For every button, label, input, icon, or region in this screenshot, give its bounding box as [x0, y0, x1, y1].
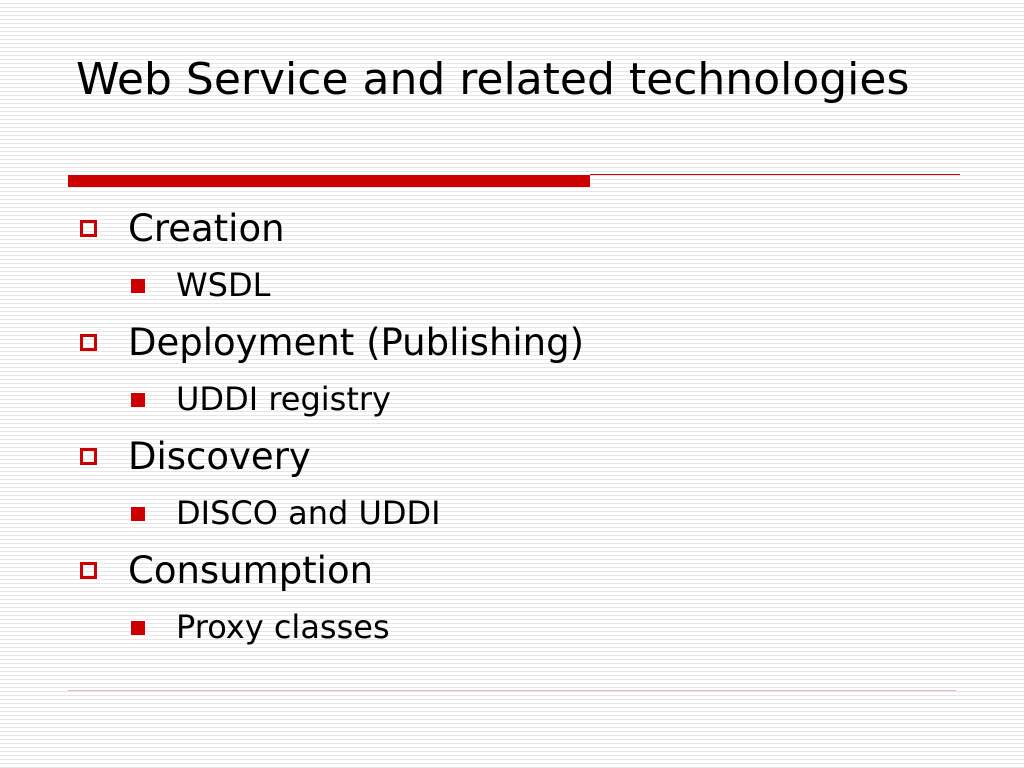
footer-divider: [68, 690, 956, 691]
bullet-list: Creation WSDL Deployment (Publishing) UD…: [78, 202, 958, 658]
bullet-item: Discovery: [78, 430, 958, 486]
title-underline-thin: [590, 174, 960, 175]
filled-square-bullet-icon: [131, 393, 145, 407]
bullet-item: Deployment (Publishing): [78, 316, 958, 372]
bullet-text: Creation: [128, 207, 285, 250]
sub-bullet-text: UDDI registry: [176, 380, 391, 418]
hollow-square-bullet-icon: [80, 334, 97, 351]
sub-bullet-item: Proxy classes: [78, 600, 958, 658]
sub-bullet-item: WSDL: [78, 258, 958, 316]
sub-bullet-text: Proxy classes: [176, 608, 390, 646]
filled-square-bullet-icon: [131, 279, 145, 293]
filled-square-bullet-icon: [131, 621, 145, 635]
sub-bullet-text: DISCO and UDDI: [176, 494, 441, 532]
bullet-item: Consumption: [78, 544, 958, 600]
filled-square-bullet-icon: [131, 507, 145, 521]
hollow-square-bullet-icon: [80, 448, 97, 465]
hollow-square-bullet-icon: [80, 220, 97, 237]
bullet-text: Consumption: [128, 549, 374, 592]
title-underline-thick: [68, 175, 590, 187]
sub-bullet-item: UDDI registry: [78, 372, 958, 430]
bullet-item: Creation: [78, 202, 958, 258]
bullet-text: Discovery: [128, 435, 311, 478]
hollow-square-bullet-icon: [80, 562, 97, 579]
sub-bullet-item: DISCO and UDDI: [78, 486, 958, 544]
sub-bullet-text: WSDL: [176, 266, 271, 304]
bullet-text: Deployment (Publishing): [128, 321, 585, 364]
slide-title: Web Service and related technologies: [76, 54, 910, 105]
